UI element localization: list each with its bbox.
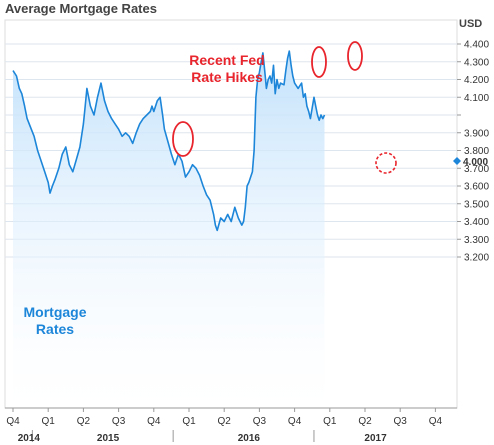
- x-quarter-label: Q1: [182, 416, 196, 427]
- x-quarter-label: Q4: [147, 416, 161, 427]
- x-year-label: 2016: [238, 433, 261, 444]
- x-year-label: 2017: [364, 433, 387, 444]
- x-quarter-label: Q2: [358, 416, 372, 427]
- y-tick-label: 3.500: [464, 199, 489, 210]
- y-tick-label: 4.400: [464, 40, 489, 51]
- x-year-label: 2015: [97, 433, 120, 444]
- x-quarter-label: Q1: [323, 416, 337, 427]
- series-area: [13, 51, 325, 408]
- x-quarter-label: Q1: [42, 416, 56, 427]
- fed-hikes-label-line1: Recent Fed: [189, 52, 264, 68]
- x-year-label: 2014: [18, 433, 41, 444]
- x-quarter-label: Q4: [6, 416, 20, 427]
- x-quarter-label: Q4: [429, 416, 443, 427]
- y-axis-unit: USD: [459, 18, 482, 30]
- y-tick-label: 3.600: [464, 182, 489, 193]
- hike-circle-3: [347, 41, 363, 71]
- x-quarter-label: Q3: [112, 416, 126, 427]
- x-quarter-label: Q2: [77, 416, 91, 427]
- x-quarter-label: Q3: [394, 416, 408, 427]
- x-axis: Q4 Q1 Q2 Q3 Q4 Q1 Q2 Q3 Q4 Q1 Q2 Q3 Q4 2014 2015 2016 20…: [5, 407, 457, 444]
- y-tick-label: 3.700: [464, 164, 489, 175]
- series-line: [12, 50, 326, 232]
- fed-hikes-label-line2: Rate Hikes: [191, 69, 263, 85]
- y-tick-label: 3.200: [464, 253, 489, 264]
- y-tick-label: 4.200: [464, 75, 489, 86]
- x-quarter-label: Q3: [253, 416, 267, 427]
- annotations: Recent Fed Rate Hikes Mortgage Rates: [24, 41, 397, 337]
- mortgage-rates-label-line1: Mortgage: [24, 304, 87, 320]
- y-tick-label: 3.800: [464, 146, 489, 157]
- last-value-marker-icon: [453, 157, 461, 165]
- y-tick-label: 3.400: [464, 217, 489, 228]
- y-axis: 4.400 4.300 4.200 4.100 3.900 3.800 3.700 3.600…: [457, 40, 489, 264]
- current-rate-circle: [375, 152, 397, 174]
- x-quarter-label: Q4: [288, 416, 302, 427]
- x-quarter-label: Q2: [218, 416, 232, 427]
- last-value-label: 4.000: [463, 157, 488, 168]
- y-tick-label: 4.100: [464, 93, 489, 104]
- y-tick-label: 4.300: [464, 57, 489, 68]
- hike-circle-2: [311, 46, 327, 78]
- hike-circle-1: [172, 121, 194, 157]
- area-layer: [12, 50, 326, 408]
- mortgage-rates-label-line2: Rates: [36, 321, 74, 337]
- y-tick-label: 3.900: [464, 128, 489, 139]
- chart-title: Average Mortgage Rates: [5, 1, 157, 16]
- y-tick-label: 3.300: [464, 235, 489, 246]
